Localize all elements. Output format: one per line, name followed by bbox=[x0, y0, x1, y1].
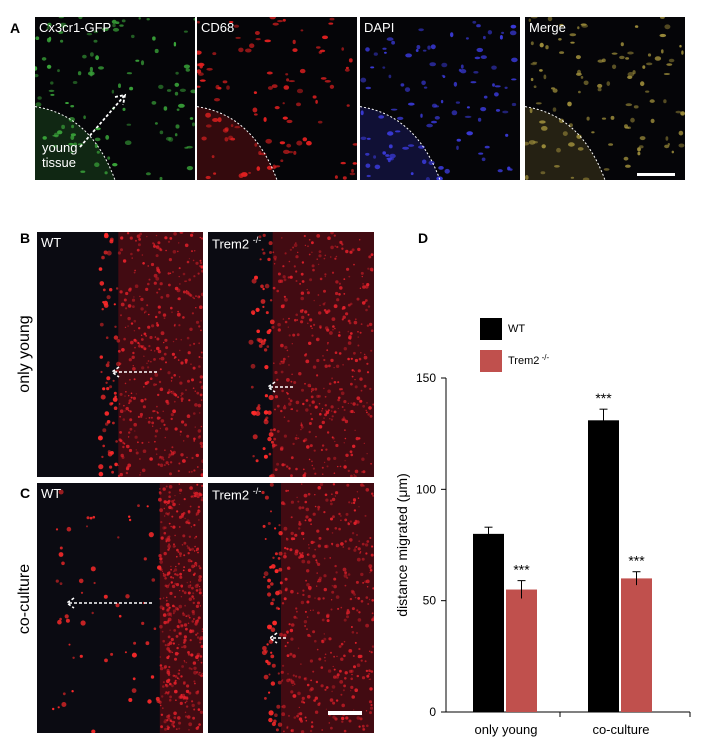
young-tissue-label: young tissue bbox=[42, 140, 77, 170]
legend-label: WT bbox=[508, 323, 525, 335]
panel-a-image-label: CD68 bbox=[201, 20, 235, 35]
panel-c-wt-label: WT bbox=[41, 486, 62, 501]
legend-label: Trem2 -/- bbox=[508, 353, 549, 367]
panel-c-letter: C bbox=[20, 485, 31, 501]
bar bbox=[621, 578, 652, 712]
legend-swatch bbox=[480, 350, 502, 372]
panel-a-image-4: Merge bbox=[525, 17, 685, 180]
panel-b-wt-image: WT bbox=[37, 232, 203, 477]
panel-c-wt-image: WT bbox=[37, 483, 203, 733]
bar bbox=[588, 420, 619, 712]
migration-arrow-icon bbox=[266, 381, 293, 393]
bar bbox=[473, 533, 504, 712]
panel-a-image-1: Cx3cr1-GFP bbox=[35, 17, 195, 180]
bar bbox=[506, 589, 537, 712]
panel-a-image-label: DAPI bbox=[364, 20, 395, 35]
migration-arrow-icon bbox=[79, 93, 127, 148]
row-label-co-culture: co-culture bbox=[16, 563, 33, 635]
panel-b-letter: B bbox=[20, 230, 31, 246]
y-axis-label: distance migrated (μm) bbox=[394, 473, 410, 616]
significance-label: *** bbox=[628, 553, 645, 569]
young-tissue-label-line2: tissue bbox=[42, 155, 76, 170]
panel-c-trem2-image: Trem2 -/- bbox=[208, 483, 374, 733]
panel-b-trem2-label: Trem2 -/- bbox=[212, 235, 262, 252]
panel-c-trem2-label: Trem2 -/- bbox=[212, 486, 262, 503]
y-tick-label: 100 bbox=[416, 482, 436, 496]
panel-b-trem2-image: Trem2 -/- bbox=[208, 232, 374, 477]
panel-a-image-label: Cx3cr1-GFP bbox=[39, 20, 112, 35]
y-tick-label: 0 bbox=[429, 705, 436, 719]
significance-label: *** bbox=[513, 562, 530, 578]
panel-d-letter: D bbox=[418, 230, 429, 246]
x-tick-label: only young bbox=[475, 722, 538, 737]
y-tick-label: 50 bbox=[423, 594, 437, 608]
row-label-only-young: only young bbox=[16, 315, 33, 393]
x-tick-label: co-culture bbox=[592, 722, 649, 737]
panel-b-wt-label: WT bbox=[41, 235, 62, 250]
panel-a-letter: A bbox=[10, 20, 21, 36]
significance-label: *** bbox=[595, 390, 612, 406]
scale-bar bbox=[328, 711, 362, 715]
panel-a-image-label: Merge bbox=[529, 20, 566, 35]
panel-a-image-3: DAPI bbox=[360, 17, 520, 180]
migration-arrow-icon bbox=[268, 632, 286, 644]
young-tissue-label-line1: young bbox=[42, 140, 78, 155]
migration-arrow-icon bbox=[65, 597, 152, 609]
legend-swatch bbox=[480, 318, 502, 340]
scale-bar bbox=[637, 173, 675, 176]
y-tick-label: 150 bbox=[416, 371, 436, 385]
panel-a-image-2: CD68 bbox=[197, 17, 357, 180]
migration-arrow-icon bbox=[110, 366, 157, 378]
